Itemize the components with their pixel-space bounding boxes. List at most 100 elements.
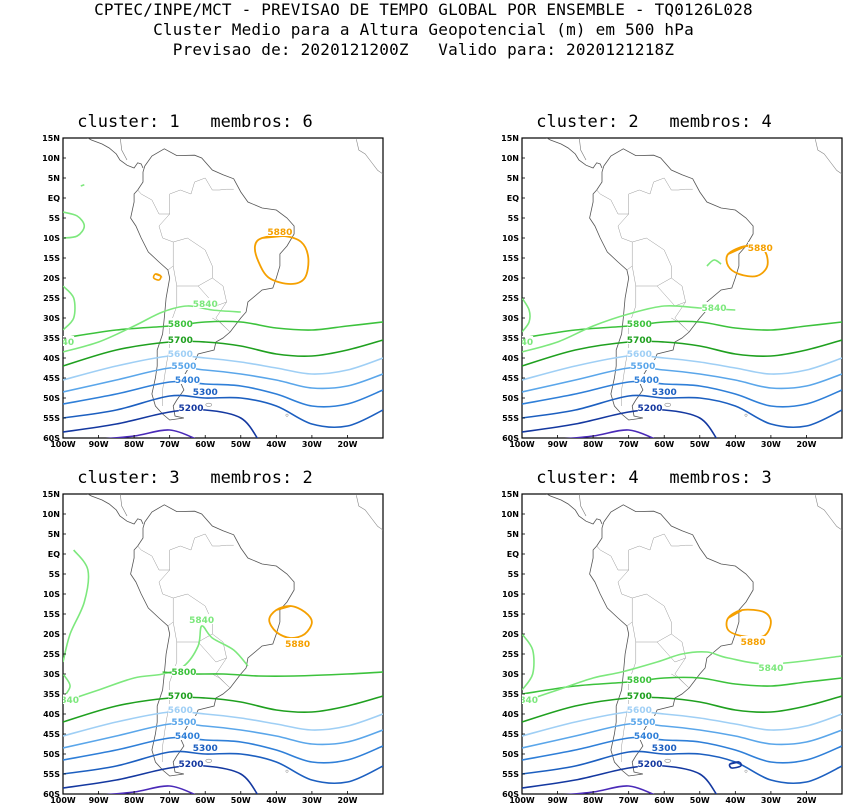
contour-5840 [522, 304, 736, 353]
geopotential-map: 5200 5300 5400 5500 5600 5700 5800 5840 5880 5840… [42, 490, 384, 803]
contour-5500 [63, 722, 383, 749]
contour-5300 [63, 394, 383, 429]
header-line-2: Cluster Medio para a Altura Geopotencial… [153, 20, 694, 39]
lon-tick-label: 50W [231, 796, 251, 803]
lat-tick-label: 20S [502, 274, 519, 283]
lat-tick-label: 10S [502, 234, 519, 243]
lon-tick-label: 40W [266, 440, 286, 449]
contour-5700 [63, 339, 383, 367]
contour-label: 5800 [171, 668, 196, 678]
contour-label: 5500 [171, 718, 196, 728]
contour-5880-high [253, 234, 310, 285]
lon-tick-label: 30W [761, 440, 781, 449]
contour-label: 5600 [627, 350, 652, 360]
lon-tick-label: 30W [302, 796, 322, 803]
lon-tick-label: 40W [266, 796, 286, 803]
lat-tick-label: 15N [501, 490, 519, 499]
lon-tick-label: 70W [160, 440, 180, 449]
lat-tick-label: 10N [501, 154, 519, 163]
contour-label: 5200 [178, 404, 203, 414]
lat-tick-label: 5N [48, 174, 60, 183]
lon-tick-label: 40W [725, 796, 745, 803]
contour-5400 [63, 736, 383, 764]
contour-label: 5700 [627, 692, 652, 702]
base-map: 5200 5300 5400 5500 5600 5700 5800 5840 5880 5840 [54, 493, 384, 795]
lat-tick-label: 35S [43, 690, 60, 699]
lat-tick-label: EQ [48, 550, 60, 559]
lat-tick-label: 30S [43, 670, 60, 679]
lon-tick-label: 80W [124, 440, 144, 449]
lat-tick-label: 10N [501, 510, 519, 519]
contour-label: 5880 [748, 244, 773, 254]
contour-labels: 5200 5300 5400 5500 5600 5700 5800 5840 5880 5840 [54, 614, 310, 770]
contour-label: 5300 [193, 744, 218, 754]
lat-tick-label: 60S [43, 790, 60, 799]
contour-5800 [522, 676, 842, 695]
contour-5840 [522, 650, 842, 703]
cluster-panel-4: cluster: 4 membros: 3 5200 5300 5400 5500 56… [484, 468, 843, 803]
contour-label: 5600 [168, 350, 193, 360]
lat-tick-label: 55S [43, 770, 60, 779]
lat-tick-label: 40S [502, 354, 519, 363]
contour-5300 [522, 750, 842, 785]
lat-tick-label: 5N [507, 530, 519, 539]
contour-5840 [63, 305, 241, 353]
contour-5300 [63, 750, 383, 785]
lat-tick-label: 10S [43, 234, 60, 243]
lat-tick-label: 40S [43, 710, 60, 719]
panel-title: cluster: 3 membros: 2 [77, 468, 313, 488]
lon-tick-label: 90W [548, 796, 568, 803]
cluster-panel-2: cluster: 2 membros: 4 5200 5300 5400 5500 56… [484, 112, 843, 449]
lat-tick-label: 30S [502, 314, 519, 323]
lat-tick-label: 15N [42, 134, 60, 143]
lon-tick-label: 50W [231, 440, 251, 449]
contour-label: 5400 [175, 376, 200, 386]
contour-label: 840 [514, 338, 533, 348]
contour-5840-west [63, 285, 76, 331]
lon-tick-label: 80W [583, 796, 603, 803]
contour-5800 [522, 320, 842, 339]
geopotential-map: 5200 5300 5400 5500 5600 5700 5800 5840 5880 5840… [501, 490, 843, 803]
contour-label: 5840 [54, 696, 79, 706]
lon-tick-label: 60W [654, 440, 674, 449]
contour-label: 5300 [193, 388, 218, 398]
lon-tick-label: 30W [302, 440, 322, 449]
contour-5600 [63, 710, 383, 737]
contour-5840-extra [80, 184, 85, 187]
lon-tick-label: 20W [796, 796, 816, 803]
lon-tick-label: 20W [337, 796, 357, 803]
lon-tick-label: 60W [195, 440, 215, 449]
lat-tick-label: 55S [43, 414, 60, 423]
lat-tick-label: 15S [43, 610, 60, 619]
contour-5300 [522, 394, 842, 429]
contour-label: 5800 [627, 676, 652, 686]
lat-tick-label: 15S [43, 254, 60, 263]
lat-tick-label: 20S [43, 630, 60, 639]
contour-lines [63, 184, 383, 438]
lon-tick-label: 100W [509, 796, 535, 803]
lat-tick-label: 20S [502, 630, 519, 639]
lat-tick-label: 15N [501, 134, 519, 143]
contour-label: 5500 [630, 718, 655, 728]
panel-title: cluster: 4 membros: 3 [536, 468, 772, 488]
lat-tick-label: 25S [502, 650, 519, 659]
contour-5400 [522, 380, 842, 408]
lat-tick-label: 50S [43, 750, 60, 759]
contour-5840-extra [706, 259, 722, 267]
panel-title: cluster: 1 membros: 6 [77, 112, 313, 132]
contour-label: 5880 [267, 228, 292, 238]
contour-label: 5800 [168, 320, 193, 330]
contour-5100 [105, 429, 196, 438]
lat-tick-label: 45S [43, 730, 60, 739]
contour-label: 5840 [193, 300, 218, 310]
contour-label: 5400 [175, 732, 200, 742]
lat-tick-label: 60S [502, 790, 519, 799]
lon-tick-label: 100W [50, 440, 76, 449]
lat-tick-label: 5S [508, 570, 520, 579]
contour-5700 [63, 695, 383, 723]
lat-tick-label: 25S [502, 294, 519, 303]
contour-label: 5840 [758, 664, 783, 674]
